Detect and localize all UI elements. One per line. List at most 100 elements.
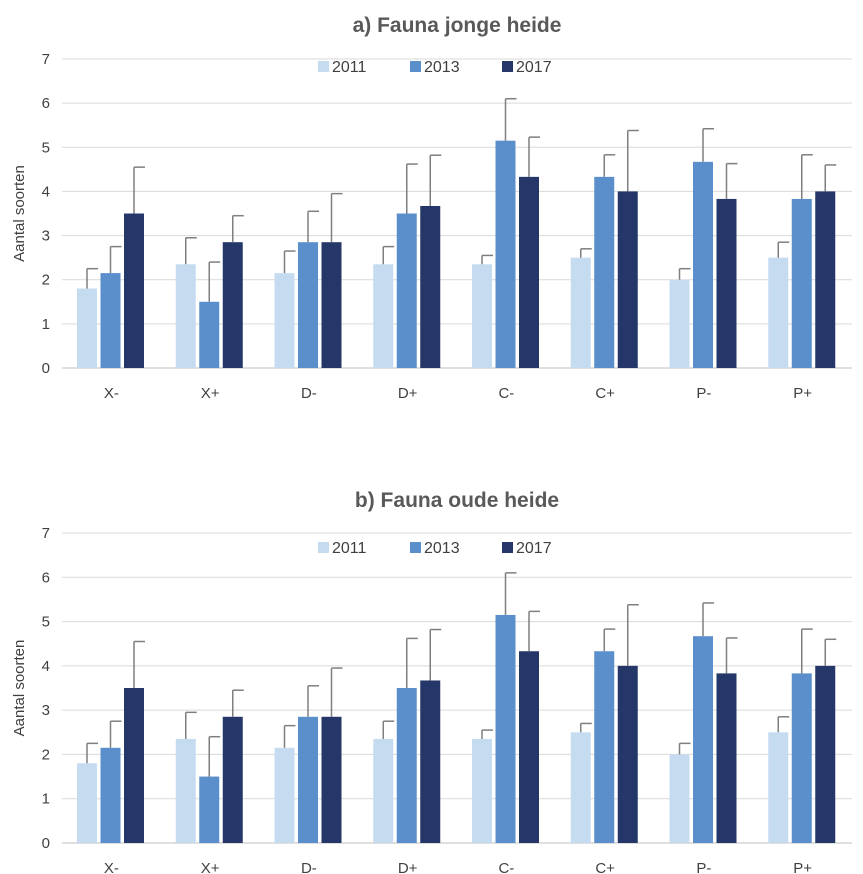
bar-2013-X+ <box>199 301 220 368</box>
y-tick-label: 6 <box>42 569 50 586</box>
y-tick-label: 1 <box>42 791 50 808</box>
bar-2013-X- <box>100 747 121 843</box>
legend-label-2013: 2013 <box>424 59 460 76</box>
y-tick-label: 4 <box>42 183 50 200</box>
bar-2011-D+ <box>373 264 394 368</box>
bar-2017-P+ <box>815 665 836 843</box>
bar-2017-D- <box>321 242 342 368</box>
legend-swatch-2013 <box>410 61 421 72</box>
bar-2011-X+ <box>175 264 196 368</box>
x-tick-label: D- <box>301 860 317 874</box>
x-tick-label: C- <box>498 860 514 874</box>
bar-2013-C+ <box>594 176 615 368</box>
x-tick-label: C+ <box>595 385 615 402</box>
bar-2017-P- <box>716 673 737 843</box>
bar-2017-C- <box>519 176 539 368</box>
legend-label-2017: 2017 <box>516 59 552 76</box>
x-tick-label: X+ <box>201 860 220 874</box>
bar-2017-X+ <box>222 716 243 843</box>
y-axis-title: Aantal soorten <box>11 165 28 262</box>
bar-2017-C+ <box>617 665 638 843</box>
x-tick-label: P- <box>696 385 711 402</box>
x-tick-label: X+ <box>201 385 220 402</box>
x-tick-label: D+ <box>398 860 418 874</box>
bar-2011-P- <box>669 279 690 368</box>
x-tick-label: P+ <box>793 385 812 402</box>
bar-2011-D- <box>274 273 295 368</box>
y-tick-label: 2 <box>42 272 50 289</box>
bar-2017-P+ <box>815 191 836 368</box>
bar-2011-X- <box>77 763 97 843</box>
bar-2013-D+ <box>396 213 417 368</box>
bar-2017-D+ <box>420 680 441 843</box>
chart-title: a) Fauna jonge heide <box>353 14 562 37</box>
bar-2011-X+ <box>175 738 196 843</box>
y-tick-label: 2 <box>42 746 50 763</box>
y-tick-label: 4 <box>42 658 50 675</box>
bar-2017-C- <box>519 651 539 843</box>
bar-2013-X- <box>100 273 121 368</box>
y-tick-label: 0 <box>42 835 50 852</box>
bar-2011-P+ <box>768 732 789 843</box>
legend-swatch-2011 <box>318 542 329 553</box>
bar-2013-D+ <box>396 688 417 843</box>
y-tick-label: 6 <box>42 95 50 112</box>
x-tick-label: P+ <box>793 860 812 874</box>
bar-2011-P- <box>669 754 690 843</box>
y-tick-label: 3 <box>42 702 50 719</box>
legend-swatch-2013 <box>410 542 421 553</box>
y-axis-title: Aantal soorten <box>11 640 28 737</box>
bar-2011-C+ <box>570 732 591 843</box>
y-tick-label: 0 <box>42 360 50 377</box>
x-tick-label: C- <box>498 385 514 402</box>
bar-2013-P- <box>693 636 713 843</box>
legend-swatch-2011 <box>318 61 329 72</box>
legend-label-2013: 2013 <box>424 540 460 557</box>
y-tick-label: 7 <box>42 51 50 68</box>
bar-2013-D- <box>298 716 318 843</box>
x-tick-label: P- <box>696 860 711 874</box>
bar-2017-X- <box>124 688 144 843</box>
bar-2013-C+ <box>594 651 615 843</box>
bar-2013-C- <box>495 614 516 843</box>
y-tick-label: 5 <box>42 139 50 156</box>
bar-2011-C- <box>472 264 492 368</box>
bar-2017-X- <box>124 213 144 368</box>
bar-2011-C- <box>472 738 492 843</box>
y-tick-label: 5 <box>42 614 50 631</box>
legend-label-2011: 2011 <box>332 59 367 76</box>
legend-swatch-2017 <box>502 61 513 72</box>
chart-panel-b: b) Fauna oude heide 0 1 2 3 4 5 6 7 Aantal soorte… <box>11 489 852 874</box>
bar-2013-P- <box>693 161 713 368</box>
bar-2017-P- <box>716 198 737 368</box>
bar-2013-X+ <box>199 776 220 843</box>
bar-2011-C+ <box>570 257 591 368</box>
bar-2011-D+ <box>373 738 394 843</box>
y-tick-label: 1 <box>42 316 50 333</box>
chart-panel-a: a) Fauna jonge heide 0 1 2 3 4 5 6 7 Aantal soort… <box>11 14 852 402</box>
bar-2013-D- <box>298 242 318 368</box>
x-tick-label: C+ <box>595 860 615 874</box>
legend-label-2011: 2011 <box>332 540 367 557</box>
bar-2013-P+ <box>791 673 812 843</box>
x-tick-label: D+ <box>398 385 418 402</box>
y-tick-label: 3 <box>42 228 50 245</box>
bar-2013-C- <box>495 140 516 368</box>
x-tick-label: D- <box>301 385 317 402</box>
bar-2011-X- <box>77 288 97 368</box>
bar-2013-P+ <box>791 198 812 368</box>
bar-2017-D+ <box>420 205 441 368</box>
x-tick-label: X- <box>104 385 119 402</box>
bar-2017-D- <box>321 716 342 843</box>
legend-label-2017: 2017 <box>516 540 552 557</box>
legend-swatch-2017 <box>502 542 513 553</box>
bar-2011-P+ <box>768 257 789 368</box>
bar-2011-D- <box>274 747 295 843</box>
chart-title: b) Fauna oude heide <box>355 489 559 512</box>
bar-2017-C+ <box>617 191 638 368</box>
y-tick-label: 7 <box>42 525 50 542</box>
bar-2017-X+ <box>222 242 243 368</box>
x-tick-label: X- <box>104 860 119 874</box>
